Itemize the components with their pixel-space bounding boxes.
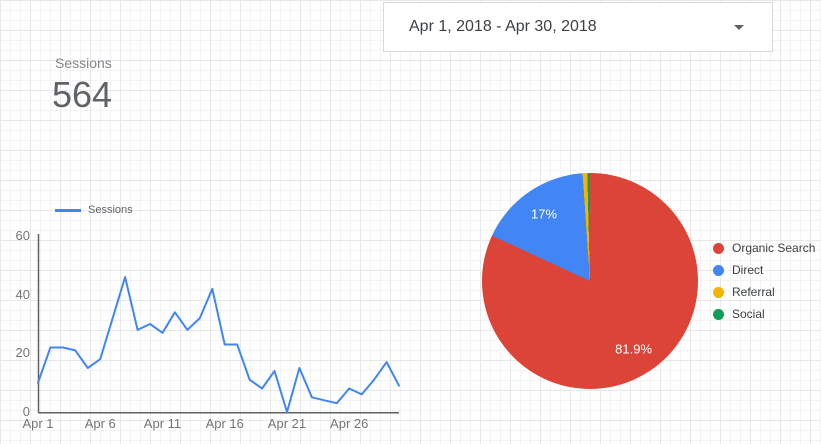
x-tick-label: Apr 1	[22, 416, 54, 431]
sessions-line	[37, 276, 400, 413]
pie-legend: Organic Search Direct Referral Social	[713, 241, 815, 321]
legend-dot-icon	[713, 264, 724, 276]
scorecard-value: 564	[52, 74, 113, 115]
timeseries-legend: Sessions	[55, 204, 133, 216]
x-tick-label: Apr 16	[205, 416, 244, 431]
pie-legend-item: Organic Search	[713, 241, 815, 255]
pie-legend-item: Referral	[713, 285, 815, 299]
legend-dot-icon	[713, 308, 724, 320]
channels-pie-chart[interactable]: 81.9% 17%	[482, 173, 698, 389]
pie-legend-label: Organic Search	[732, 241, 816, 255]
x-tick-label: Apr 6	[84, 416, 116, 431]
pie-legend-item: Social	[713, 307, 815, 321]
date-range-picker[interactable]: Apr 1, 2018 - Apr 30, 2018	[383, 2, 773, 52]
pie-legend-label: Direct	[732, 263, 764, 277]
pie-legend-label: Referral	[732, 285, 775, 299]
legend-dot-icon	[713, 286, 724, 298]
x-tick-label: Apr 26	[330, 416, 369, 431]
x-tick-label: Apr 11	[143, 416, 182, 431]
date-range-value: Apr 1, 2018 - Apr 30, 2018	[409, 18, 597, 35]
pie-legend-item: Direct	[713, 263, 815, 277]
legend-dot-icon	[713, 242, 724, 254]
scorecard-metric-label: Sessions	[55, 55, 112, 71]
x-tick-label: Apr 21	[267, 416, 307, 431]
sessions-series-swatch	[55, 208, 81, 212]
pie-slice-data-label: 81.9%	[615, 341, 653, 357]
y-tick-label: 60	[15, 228, 30, 243]
y-tick-label: 40	[15, 286, 30, 302]
pie-legend-label: Social	[732, 307, 765, 321]
y-tick-label: 20	[15, 345, 30, 361]
sessions-series-label: Sessions	[88, 204, 133, 216]
y-tick-label: 0	[22, 404, 30, 419]
sessions-scorecard: Sessions 564	[52, 55, 112, 116]
pie-slice-data-label: 17%	[531, 206, 558, 222]
chevron-down-icon	[734, 24, 744, 30]
